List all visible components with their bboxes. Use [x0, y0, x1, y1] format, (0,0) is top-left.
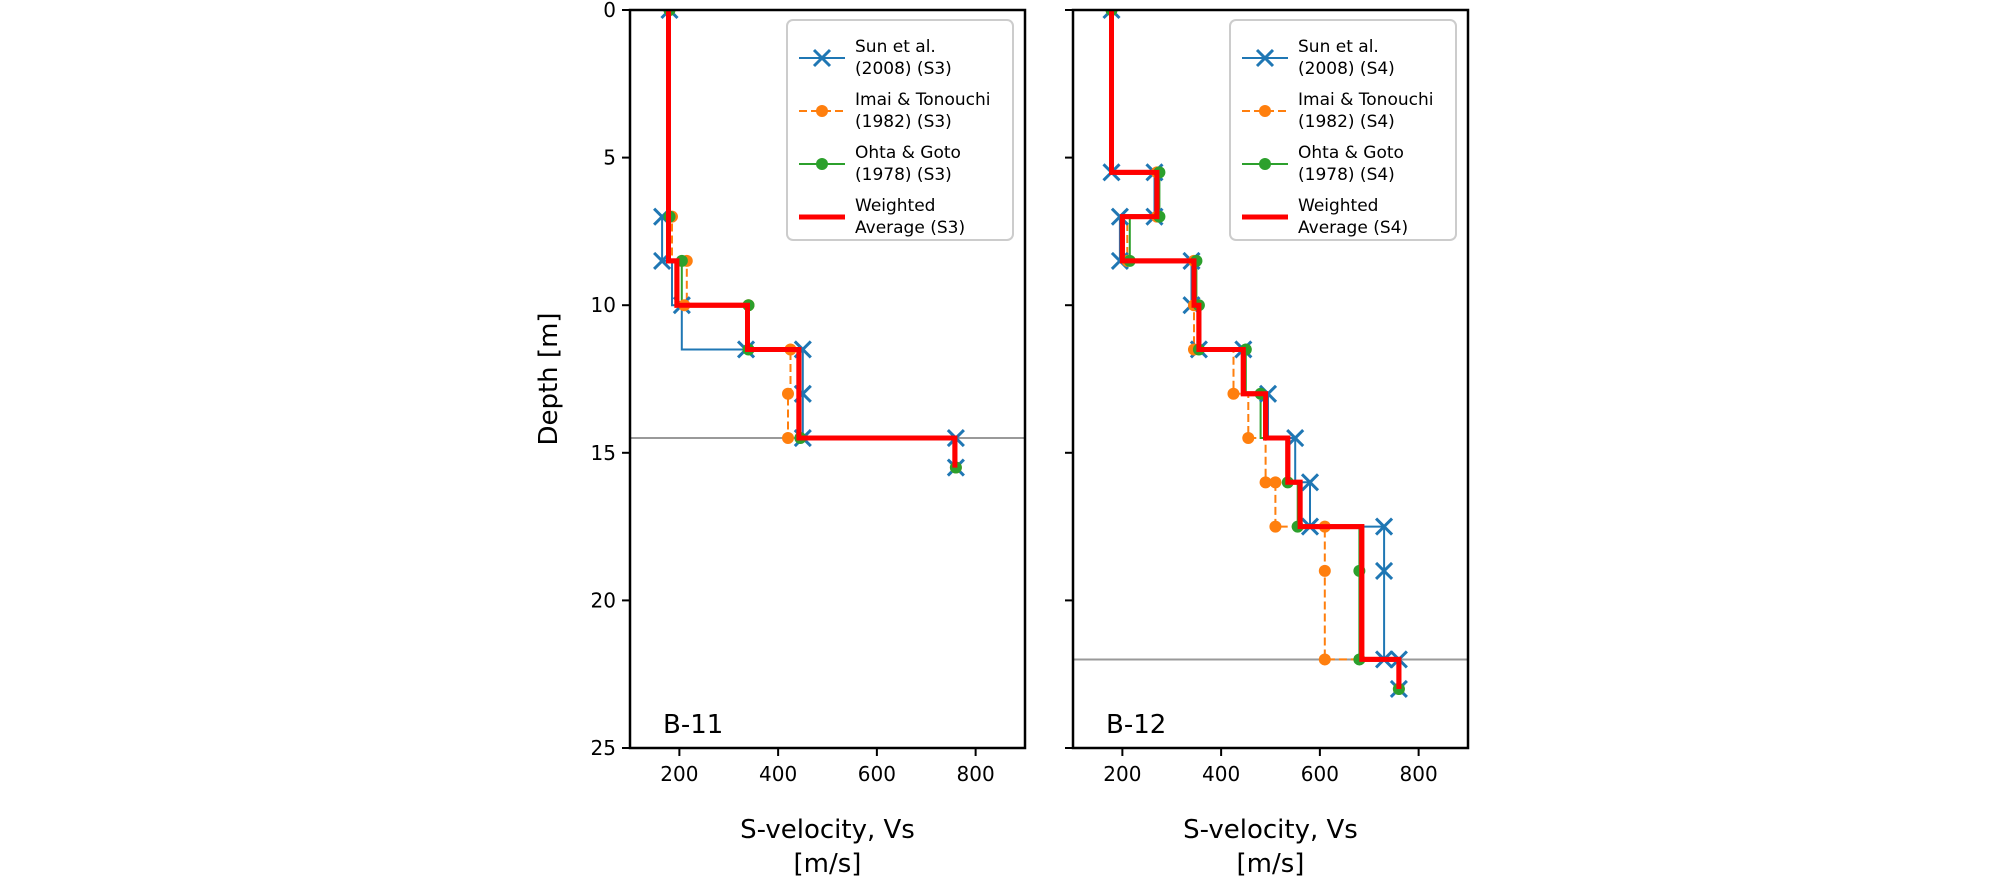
panel1-marker-s1-14: [1318, 653, 1331, 666]
panel0-ytick-label-1: 5: [603, 146, 616, 170]
panel0-ytick-label-0: 0: [603, 0, 616, 22]
panel0-xtick-label-3: 800: [957, 762, 995, 786]
panel0-legend-label-3-line2: Average (S3): [855, 218, 965, 238]
panel0-marker-s0-0: [660, 10, 679, 20]
panel0-legend-label-0-line1: Sun et al.: [855, 37, 936, 57]
panel1-xtick-label-3: 800: [1400, 762, 1438, 786]
panel0-xlabel-line-0: S-velocity, Vs: [740, 815, 915, 845]
panel1-marker-s0-0: [1102, 10, 1121, 20]
panel0-legend-label-1-line2: (1982) (S3): [855, 112, 952, 132]
panel1-xlabel-line-1: [m/s]: [1237, 849, 1305, 879]
panel0-legend-handle-2: [799, 158, 845, 170]
panel1-marker-s0-15: [1375, 561, 1394, 580]
panel0-legend: Sun et al.(2008) (S3) Imai & Tonouchi(198…: [786, 19, 1014, 241]
panel1-xtick-label-1: 400: [1202, 762, 1240, 786]
panel0-legend-box: [786, 19, 1014, 241]
panel0-xtick-label-2: 600: [858, 762, 896, 786]
panel1-marker-s1-9: [1259, 476, 1272, 489]
panel0-plot-area: [630, 10, 1025, 477]
panel0-legend-label-3-line1: Weighted: [855, 196, 935, 216]
panel1-legend-label-1-line2: (1982) (S4): [1298, 112, 1395, 132]
panel1-xtick-label-0: 200: [1103, 762, 1141, 786]
panel1-legend-label-3-line2: Average (S4): [1298, 218, 1408, 238]
panel1-marker-s1-10: [1269, 476, 1282, 489]
panel0-ytick-label-4: 20: [591, 588, 616, 612]
panel0-legend-label-0-line2: (2008) (S3): [855, 59, 952, 79]
panel1-marker-s1-13: [1318, 564, 1331, 577]
panel0-ytick-label-2: 10: [591, 293, 616, 317]
panel0-ytick-label-3: 15: [591, 441, 616, 465]
panel1-panel-label: B-12: [1106, 710, 1166, 740]
panel0-xtick-label-1: 400: [759, 762, 797, 786]
panel1-marker-s0-12: [1300, 473, 1320, 492]
panel1-legend-box: [1229, 19, 1457, 241]
panel1-legend-label-2-line1: Ohta & Goto: [1298, 143, 1404, 163]
panel0-ytick-label-5: 25: [591, 736, 616, 760]
panel0-legend-handle-1: [799, 105, 845, 117]
panel-b11: 200 400 600 800 0 5 10 15 20 25 S-velocity, Vs [m/s…: [534, 0, 1027, 879]
panel1-legend-handle-2: [1242, 158, 1288, 170]
panel1-marker-s1-11: [1269, 520, 1282, 533]
panel1-legend-handle-1: [1242, 105, 1288, 117]
panel1-xlabel-line-0: S-velocity, Vs: [1183, 815, 1358, 845]
panel0-legend-label-2-line2: (1978) (S3): [855, 165, 952, 185]
panel0-ylabel: Depth [m]: [534, 312, 564, 445]
panel1-legend: Sun et al.(2008) (S4) Imai & Tonouchi(198…: [1229, 19, 1457, 241]
panel1-legend-label-1-line1: Imai & Tonouchi: [1298, 90, 1433, 110]
panel0-series-line-0: [661, 10, 957, 468]
panel0-panel-label: B-11: [663, 710, 723, 740]
panel0-marker-s1-7: [782, 432, 794, 445]
panel0-marker-s1-6: [782, 387, 794, 400]
panel0-axes-frame: [628, 8, 1027, 750]
panel1-weighted-average-line: [1109, 10, 1402, 689]
panel1-axes-frame: [1071, 8, 1470, 750]
panel1-marker-s1-8: [1242, 432, 1255, 445]
panel1-legend-label-0-line2: (2008) (S4): [1298, 59, 1395, 79]
panel1-legend-label-2-line2: (1978) (S4): [1298, 165, 1395, 185]
panel1-xtick-label-2: 600: [1301, 762, 1339, 786]
panel1-marker-s1-7: [1227, 387, 1240, 400]
panel0-legend-label-2-line1: Ohta & Goto: [855, 143, 961, 163]
panel1-plot-area: [1073, 10, 1468, 699]
panel0-xtick-label-0: 200: [660, 762, 698, 786]
panel0-legend-label-1-line1: Imai & Tonouchi: [855, 90, 990, 110]
panel1-marker-s0-14: [1375, 517, 1394, 536]
panel1-legend-label-3-line1: Weighted: [1298, 196, 1378, 216]
panel0-weighted-average-line: [666, 10, 958, 468]
panel0-legend-handle-0: [799, 48, 845, 68]
panel-b12: 200 400 600 800 S-velocity, Vs [m/s] B-12 Sun e…: [1065, 8, 1470, 879]
panel1-legend-label-0-line1: Sun et al.: [1298, 37, 1379, 57]
panel0-xlabel-line-1: [m/s]: [794, 849, 862, 879]
panel1-legend-handle-0: [1242, 48, 1288, 68]
